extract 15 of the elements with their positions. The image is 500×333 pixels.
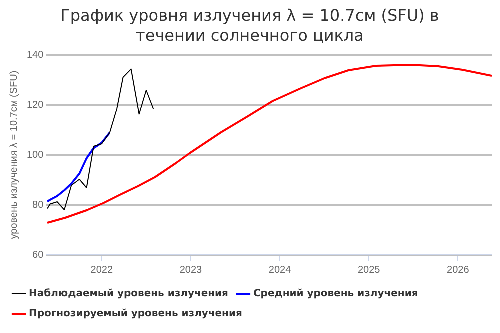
y-tick-label: 80 [32,200,44,211]
y-axis-title: уровень излучения λ = 10.7см (SFU) [8,70,20,240]
y-tick-label: 100 [26,150,44,161]
x-tick-label: 2024 [268,264,292,276]
y-tick-label: 60 [32,250,44,261]
legend-label: Средний уровень излучения [253,288,418,300]
legend-label: Наблюдаемый уровень излучения [29,288,228,300]
x-tick-label: 2026 [447,264,470,276]
y-tick-label: 140 [26,50,44,61]
x-tick-label: 2022 [90,264,114,276]
y-tick-label: 120 [26,100,44,111]
x-tick-label: 2025 [358,264,381,276]
legend-label: Прогнозируемый уровень излучения [29,308,242,320]
chart-title: График уровня излучения λ = 10.7см (SFU) в течении солнечного цикла [60,6,440,46]
x-tick-label: 2023 [180,264,203,276]
